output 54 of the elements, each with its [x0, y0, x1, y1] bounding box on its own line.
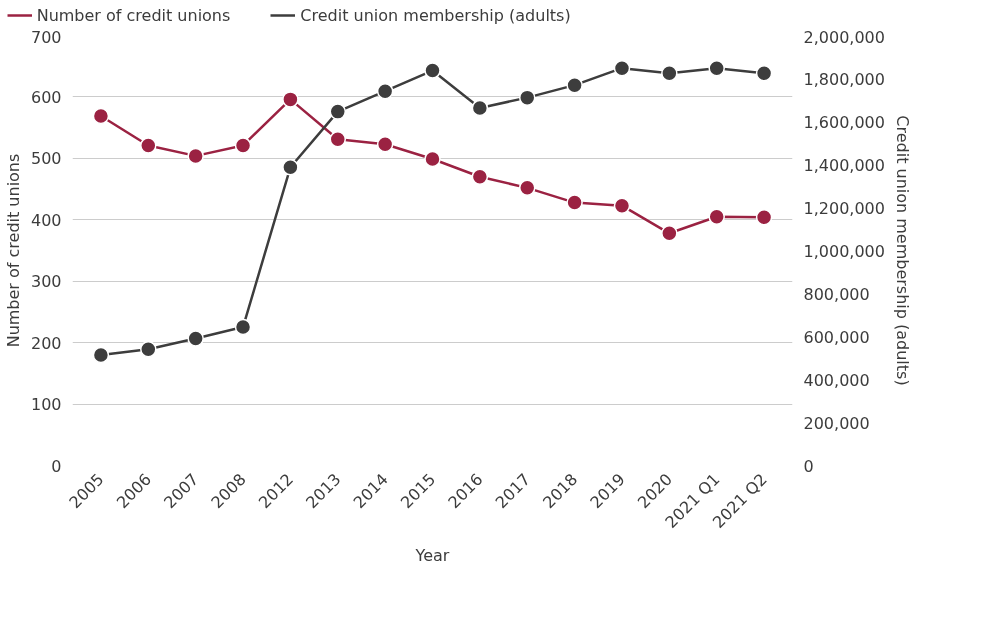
point [140, 340, 157, 358]
point [329, 103, 347, 120]
point [613, 197, 631, 214]
y2-tick-label: 200,000 [803, 413, 870, 433]
point [708, 59, 725, 77]
point [187, 147, 204, 165]
point [234, 137, 252, 154]
point [566, 76, 583, 94]
point [518, 179, 536, 197]
y2-tick-label: 1,400,000 [803, 155, 885, 175]
y2-tick-label: 1,200,000 [803, 198, 885, 218]
point [424, 62, 441, 79]
point [234, 318, 252, 336]
y2-tick-label: 1,800,000 [803, 69, 885, 89]
point [329, 131, 347, 148]
legend-label: Number of credit unions [36, 5, 231, 25]
y2-tick-label: 2,000,000 [803, 27, 885, 47]
point [518, 89, 536, 106]
y2-tick-label: 400,000 [803, 370, 870, 390]
y-tick-label: 200 [30, 333, 62, 353]
y-tick-label: 600 [30, 87, 62, 107]
point [424, 150, 441, 168]
point [92, 107, 110, 125]
y-tick-label: 0 [51, 456, 62, 476]
point [376, 82, 394, 100]
point [755, 209, 773, 226]
point [92, 346, 110, 364]
y-tick-label: 400 [30, 210, 62, 230]
y-tick-label: 300 [30, 272, 62, 292]
y2-tick-label: 1,000,000 [803, 241, 885, 261]
legend-label: Credit union membership (adults) [300, 5, 571, 25]
point [471, 168, 489, 186]
y2-tick-label: 1,600,000 [803, 112, 885, 132]
y2-tick-label: 800,000 [803, 284, 870, 304]
x-axis-title: Year [414, 546, 450, 566]
point [613, 59, 631, 77]
point [708, 208, 725, 225]
y2-axis-title: Credit union membership (adults) [892, 115, 912, 386]
y2-tick-label: 600,000 [803, 327, 870, 347]
point [661, 225, 678, 242]
point [282, 159, 299, 176]
y-tick-label: 700 [30, 27, 62, 47]
point [471, 99, 489, 117]
y-tick-label: 100 [30, 395, 62, 415]
point [566, 194, 583, 211]
point [376, 135, 394, 153]
y2-tick-label: 0 [803, 456, 814, 476]
point [755, 65, 773, 82]
point [187, 330, 204, 347]
point [282, 91, 299, 108]
y-axis-title: Number of credit unions [3, 153, 23, 348]
point [140, 137, 157, 154]
y-tick-label: 500 [30, 149, 62, 169]
point [661, 65, 678, 82]
